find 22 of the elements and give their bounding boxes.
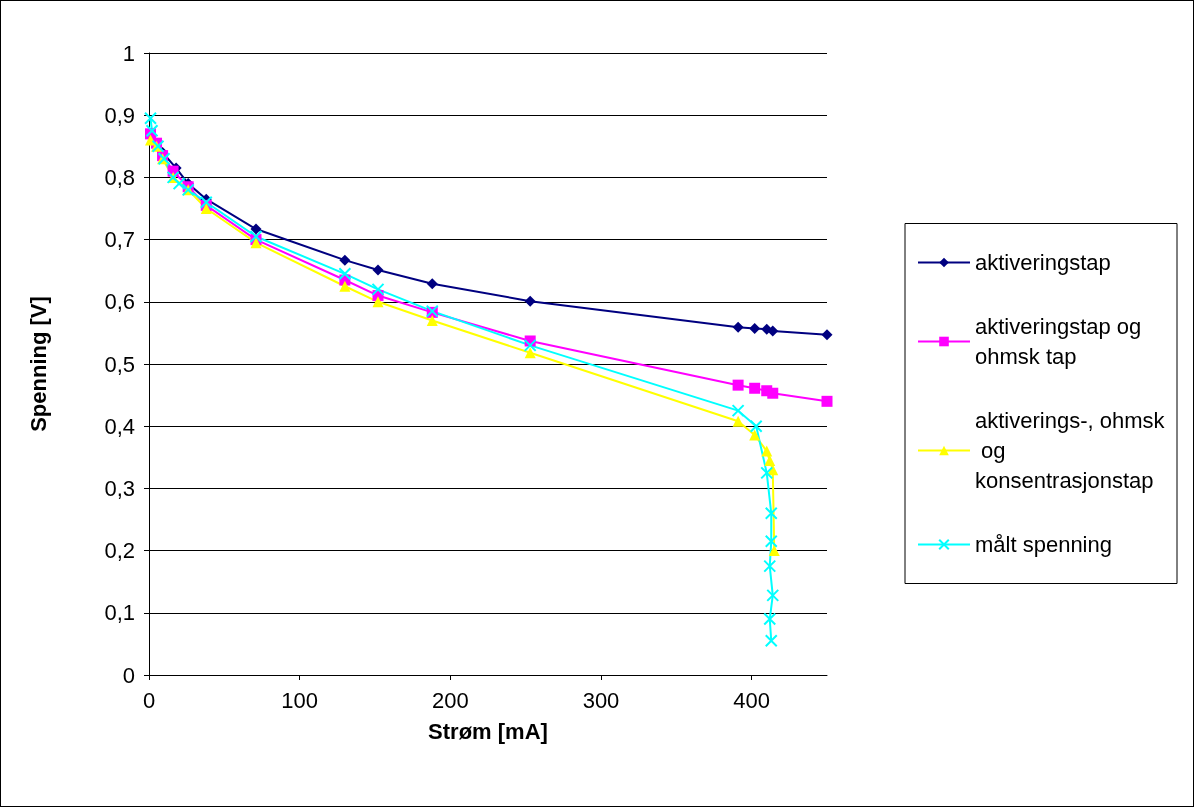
x-tick-label: 100 [281,687,319,713]
y-tick-label: 0,9 [104,102,135,128]
y-tick-label: 0,8 [104,164,135,190]
legend-label: aktiveringstap og ohmsk tap [975,314,1148,369]
y-tick-label: 0 [122,662,135,688]
x-tick-label: 0 [142,687,156,713]
y-axis-title: Spenning [V] [25,296,51,432]
x-tick-label: 200 [431,687,469,713]
y-tick-label: 0,1 [104,600,135,626]
y-tick-label: 0,5 [104,351,135,377]
legend-label: aktiveringstap [975,250,1111,275]
x-tick-label: 400 [733,687,771,713]
legend-label: aktiverings-, ohmsk og konsentrasjonstap [975,408,1166,493]
x-axis-title: Strøm [mA] [428,718,548,744]
y-tick-label: 0,2 [104,538,135,564]
y-tick-label: 0,3 [104,475,135,501]
y-tick-label: 0,4 [104,413,135,439]
y-tick-label: 0,7 [104,227,135,253]
y-tick-label: 1 [122,40,135,66]
legend-label: målt spenning [975,532,1112,557]
y-tick-label: 0,6 [104,289,135,315]
x-tick-label: 300 [582,687,620,713]
